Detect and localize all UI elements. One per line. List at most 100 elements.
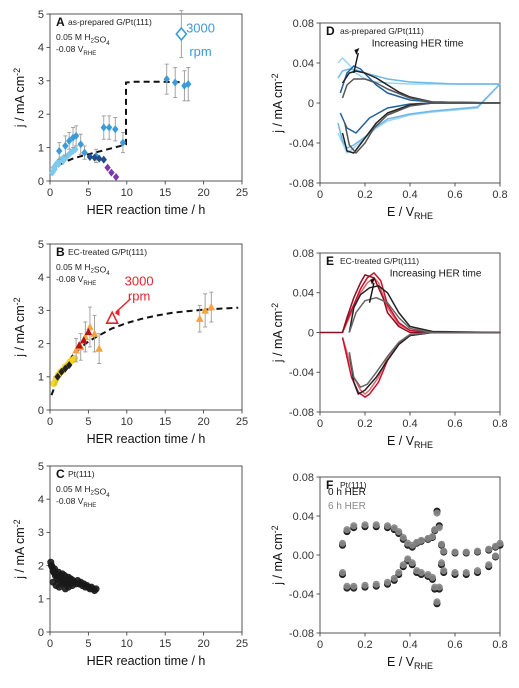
data-point [55, 160, 62, 169]
data-point [54, 372, 61, 381]
data-point [433, 509, 441, 517]
guide-line [50, 306, 239, 396]
data-point [75, 341, 84, 349]
data-point [64, 583, 72, 591]
data-point [72, 346, 80, 354]
data-point [338, 569, 346, 577]
data-point [100, 123, 107, 132]
legend-entry: 0 h HER [328, 487, 366, 498]
panel-e: 0 0.2 0.4 0.6 0.8 -0.08 -0.04 0 0.04 0.08 E / VRHE… [270, 248, 508, 450]
y-tick-label: 0.04 [293, 58, 314, 70]
data-point [119, 138, 127, 147]
series-4 [341, 78, 501, 154]
x-axis-label: HER reaction time / h [87, 654, 206, 668]
data-point [473, 567, 481, 575]
y-tick-label: 3 [38, 76, 44, 88]
series-2 [320, 274, 500, 334]
data-point [58, 367, 65, 376]
y-tick-label: 0 [308, 327, 314, 339]
y-tick-label: -0.04 [289, 367, 314, 379]
panel-title: as-prepared G/Pt(111) [340, 26, 424, 36]
panel-c: 0 5 10 15 20 25 0 1 2 3 4 5 HER reaction time / h j /… [12, 461, 248, 668]
y-tick-label: 0 [38, 405, 44, 417]
x-axis-label: E / VRHE [387, 655, 433, 671]
annotation-text: rpm [128, 288, 150, 303]
data-point [91, 153, 98, 162]
data-point [433, 598, 441, 606]
data-point [201, 306, 209, 314]
data-point [112, 125, 119, 134]
x-tick-label: 0.8 [492, 639, 507, 651]
data-point [390, 574, 398, 582]
data-point [485, 545, 493, 553]
y-tick-label: 3 [38, 305, 44, 317]
data-point [395, 528, 403, 536]
arrow-line [353, 52, 359, 74]
data-point [59, 156, 67, 165]
data-point [84, 327, 93, 336]
y-tick-label: 1 [38, 372, 44, 384]
condition-text: -0.08 VRHE [56, 44, 96, 57]
data-point [496, 539, 504, 547]
arrow-line [368, 282, 375, 303]
data-point [350, 522, 358, 530]
data-point [399, 533, 407, 541]
x-tick-label: 10 [121, 416, 133, 428]
data-point [77, 140, 84, 149]
data-point [440, 567, 448, 575]
panel-a: 0 5 10 15 20 25 0 1 2 3 4 5 HER reaction time / h j /… [12, 9, 248, 217]
data-point [56, 146, 63, 155]
data-point [65, 150, 72, 159]
y-tick-label: 2 [38, 109, 44, 121]
data-point [485, 561, 493, 569]
data-point [195, 314, 204, 322]
data-point [435, 524, 443, 532]
series-3 [75, 327, 93, 349]
x-axis-label: HER reaction time / h [87, 432, 206, 446]
panel-letter: A [56, 15, 65, 29]
panel-title: Pt(111) [340, 480, 367, 490]
series-4 [105, 310, 120, 324]
y-tick-label: 5 [38, 239, 44, 251]
panel-title: as-prepared G/Pt(111) [68, 17, 152, 27]
arrow-head [114, 310, 120, 317]
y-tick-label: 3 [38, 527, 44, 539]
data-point [440, 547, 448, 555]
data-point [185, 80, 192, 89]
panel-letter: B [56, 245, 65, 259]
y-axis-label: j / mA cm-2 [12, 519, 27, 579]
x-tick-label: 10 [121, 187, 133, 199]
data-point [361, 581, 369, 589]
series-0 [49, 145, 79, 177]
data-point [437, 559, 445, 567]
data-point [100, 155, 107, 164]
y-tick-label: 2 [38, 560, 44, 572]
x-tick-label: 0.2 [357, 189, 372, 201]
annotation-text: 3000 [125, 274, 154, 289]
y-tick-label: 0.08 [293, 18, 314, 30]
x-tick-label: 20 [197, 187, 209, 199]
data-point [462, 548, 470, 556]
data-point [175, 26, 188, 42]
x-tick-label: 5 [85, 187, 91, 199]
cv-curve [348, 296, 501, 388]
annotation-text: 3000 [186, 20, 215, 35]
data-point [58, 580, 66, 588]
data-point [95, 344, 103, 352]
data-point [163, 75, 170, 84]
data-point [343, 582, 351, 590]
panel-letter: C [56, 467, 65, 481]
data-point [361, 521, 369, 529]
y-tick-label: 4 [38, 42, 44, 54]
condition-text: 0.05 M H2SO4 [56, 484, 110, 499]
x-tick-label: 0 [47, 638, 53, 650]
y-tick-label: 0.04 [293, 288, 314, 300]
data-point [66, 361, 73, 370]
x-tick-label: 0 [47, 187, 53, 199]
arrow-line [115, 298, 132, 313]
series-2 [86, 152, 107, 164]
x-tick-label: 0.8 [492, 189, 507, 201]
x-tick-label: 0.8 [492, 418, 507, 430]
condition-text: 0.05 M H2SO4 [56, 32, 110, 47]
